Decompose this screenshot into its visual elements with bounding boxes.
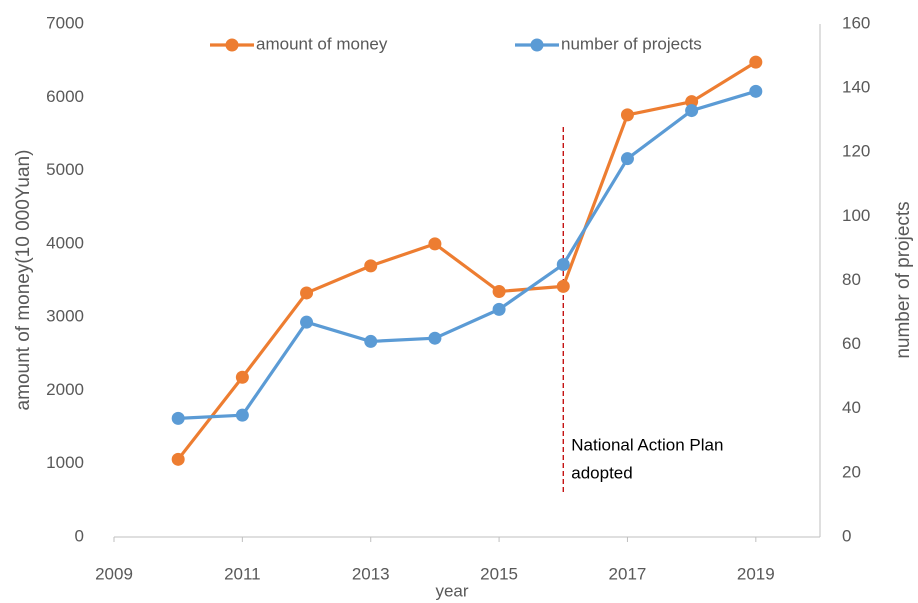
legend-swatch [530, 38, 544, 52]
y-axis-label: amount of money(10 000Yuan) [13, 150, 34, 411]
legend-swatch [225, 38, 239, 52]
point [171, 411, 185, 425]
x-tick-label: 2013 [352, 564, 390, 583]
y2-tick-label: 60 [842, 334, 861, 353]
y2-tick-label: 20 [842, 462, 861, 481]
y-tick-label: 6000 [46, 87, 84, 106]
y-tick-label: 4000 [46, 233, 84, 252]
point [300, 315, 314, 329]
y-tick-label: 3000 [46, 307, 84, 326]
point [556, 257, 570, 271]
y2-tick-label: 120 [842, 142, 870, 161]
x-tick-label: 2019 [737, 564, 775, 583]
y2-tick-label: 80 [842, 270, 861, 289]
point [428, 331, 442, 345]
point [492, 302, 506, 316]
x-tick-label: 2015 [480, 564, 518, 583]
y2-tick-label: 40 [842, 398, 861, 417]
point [235, 370, 249, 384]
y-tick-label: 0 [75, 526, 84, 545]
point [364, 259, 378, 273]
y2-tick-label: 140 [842, 78, 870, 97]
y-tick-label: 1000 [46, 453, 84, 472]
point [620, 152, 634, 166]
x-axis-label: year [435, 581, 468, 600]
point [171, 452, 185, 466]
annotation: National Action Plan [571, 435, 723, 454]
x-tick-label: 2009 [95, 564, 133, 583]
series-line [178, 89, 757, 420]
point [428, 237, 442, 251]
annotation: adopted [571, 463, 632, 482]
x-tick-label: 2011 [224, 564, 261, 583]
point [749, 84, 763, 98]
series-line [176, 60, 757, 461]
y2-axis-label: number of projects [893, 201, 914, 358]
point [364, 334, 378, 348]
legend-label: number of projects [561, 34, 702, 53]
x-tick-label: 2017 [609, 564, 647, 583]
y2-tick-label: 100 [842, 206, 870, 225]
point [492, 284, 506, 298]
point [685, 95, 699, 109]
y2-tick-label: 0 [842, 526, 851, 545]
point [556, 279, 570, 293]
y-tick-label: 5000 [46, 160, 84, 179]
point [685, 104, 699, 118]
y2-tick-label: 160 [842, 13, 870, 32]
y-tick-label: 2000 [46, 380, 84, 399]
legend-label: amount of money [256, 34, 388, 53]
point [235, 408, 249, 422]
point [300, 286, 314, 300]
y-tick-label: 7000 [46, 13, 84, 32]
point [620, 108, 634, 122]
point [749, 55, 763, 69]
